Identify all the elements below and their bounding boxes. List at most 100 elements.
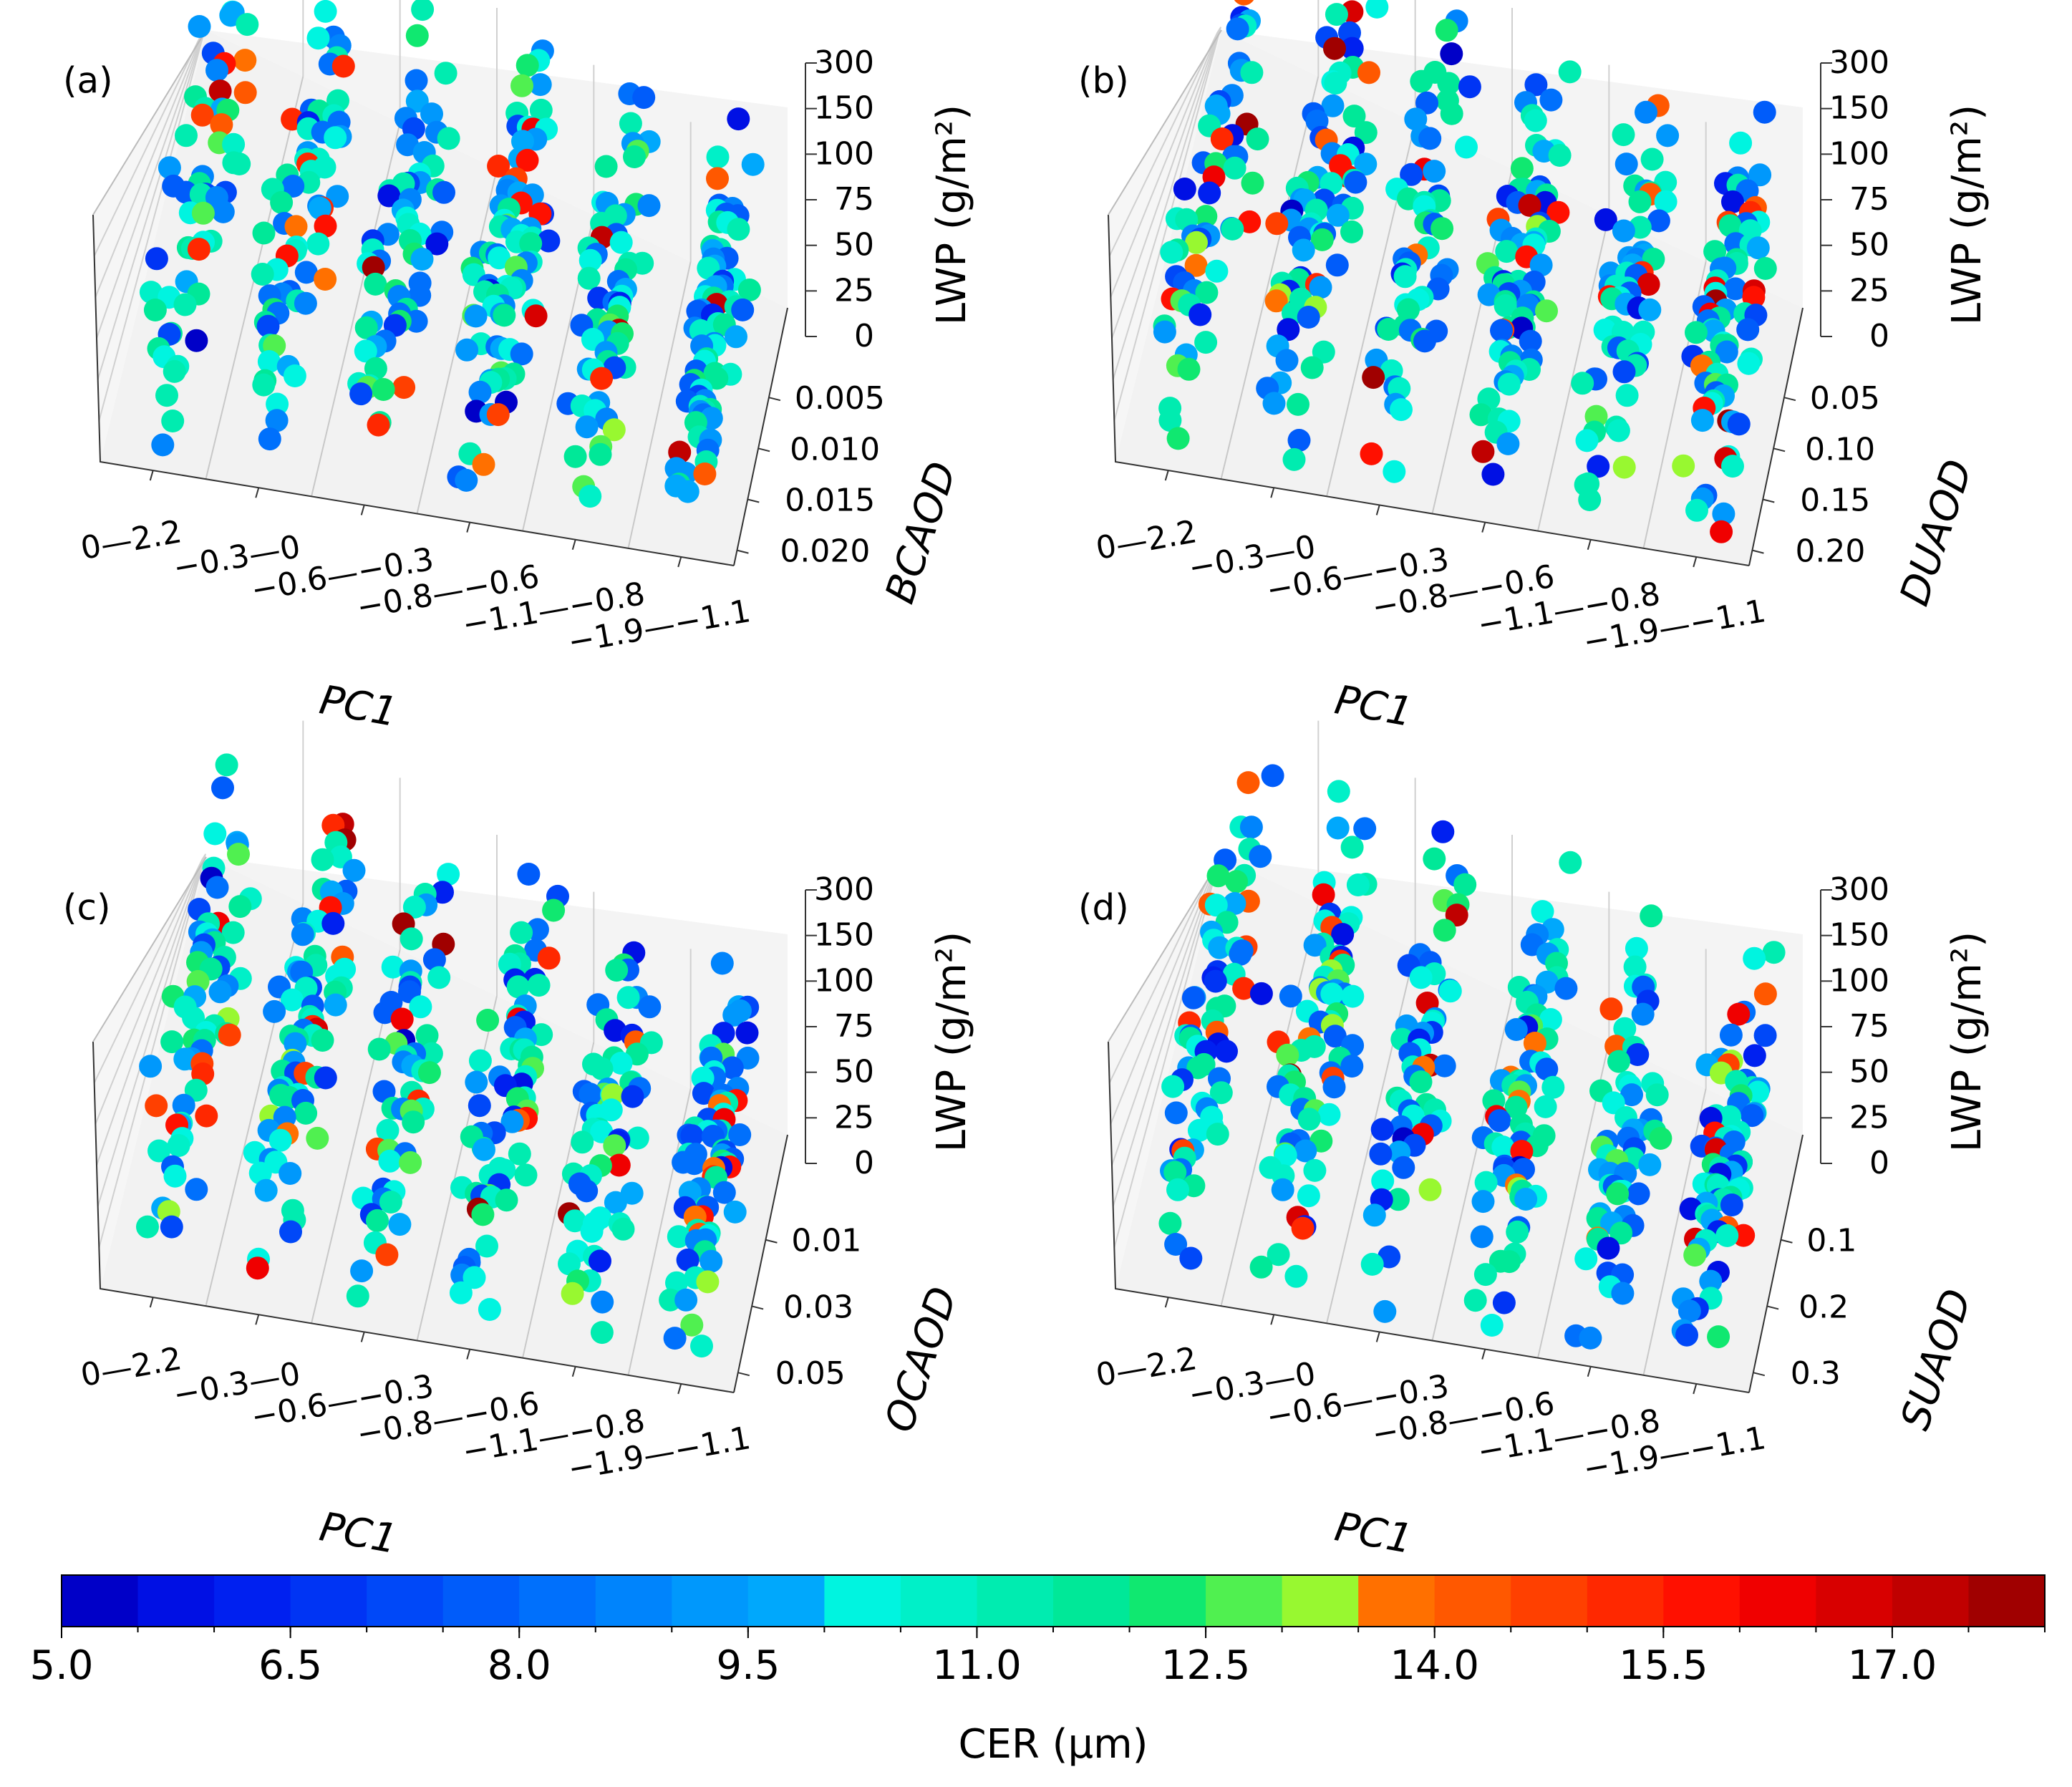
- z-tick-label: 25: [834, 272, 874, 309]
- scatter-point: [1383, 460, 1406, 483]
- scatter-point: [1715, 340, 1738, 364]
- colorbar-swatch: [747, 1575, 826, 1627]
- scatter-point: [591, 1290, 614, 1314]
- y-tick-mark: [747, 498, 760, 503]
- scatter-point: [1491, 1135, 1515, 1159]
- scatter-point: [291, 923, 314, 946]
- scatter-point: [364, 272, 387, 296]
- x-tick-mark: [360, 1332, 365, 1342]
- scatter-point: [1721, 455, 1744, 478]
- scatter-point: [1354, 152, 1378, 176]
- scatter-point: [1271, 1178, 1294, 1201]
- scatter-point: [161, 410, 185, 432]
- scatter-point: [1277, 318, 1300, 342]
- scatter-point: [1753, 982, 1777, 1006]
- scatter-point: [1607, 419, 1630, 442]
- scatter-point: [279, 1162, 302, 1185]
- scatter-point: [1480, 1314, 1504, 1337]
- colorbar-tick-label: 9.5: [716, 1642, 780, 1689]
- floor-grid-line: [1431, 995, 1513, 1341]
- scatter-point: [392, 376, 416, 399]
- scatter-point: [1607, 1050, 1630, 1073]
- scatter-point: [1297, 1108, 1321, 1131]
- colorbar-swatch: [1282, 1575, 1359, 1627]
- x-axis-line: [92, 214, 735, 566]
- z-tick-label: 75: [834, 1008, 874, 1045]
- scatter-point: [1297, 306, 1320, 329]
- scatter-point: [619, 112, 642, 135]
- z-tick-label: 50: [1849, 1054, 1889, 1090]
- y-axis-line: [1748, 307, 1804, 566]
- scatter-point: [349, 382, 373, 406]
- z-tick-label: 150: [814, 90, 874, 127]
- panel-d: (d)0—2.2−0.3—0−0.6—−0.3−0.8—−0.6−1.1—−0.…: [1078, 720, 1990, 1563]
- scatter-point: [710, 951, 734, 975]
- scatter-point: [602, 418, 626, 442]
- z-tick-label: 0: [854, 318, 874, 354]
- colorbar-tick-label: 17.0: [1848, 1642, 1937, 1689]
- scatter-point: [306, 232, 330, 256]
- x-axis-line: [1108, 214, 1750, 566]
- scatter-point: [1675, 1323, 1698, 1347]
- x-tick-mark: [255, 1314, 260, 1325]
- y-tick-label: 0.10: [1805, 431, 1875, 468]
- scatter-point: [1741, 1104, 1764, 1128]
- colorbar-swatch: [900, 1575, 978, 1627]
- scatter-point: [682, 1152, 706, 1176]
- x-tick-mark: [677, 1383, 682, 1395]
- scatter-point: [676, 480, 699, 503]
- scatter-point: [258, 427, 281, 451]
- scatter-point: [603, 1134, 626, 1158]
- x-tick-mark: [571, 539, 576, 551]
- scatter-point: [1656, 124, 1680, 147]
- scatter-point: [471, 1203, 495, 1226]
- scatter-point: [1205, 259, 1229, 283]
- x-tick-mark: [1481, 1349, 1486, 1360]
- scatter-point: [725, 325, 747, 349]
- scatter-point: [1369, 1142, 1393, 1166]
- scatter-point: [1284, 1264, 1308, 1288]
- colorbar-tick-label: 6.5: [258, 1642, 322, 1689]
- scatter-point: [417, 1061, 441, 1085]
- scatter-point: [735, 1021, 759, 1045]
- scatter-point: [1325, 253, 1349, 277]
- scatter-point: [1324, 72, 1347, 95]
- z-axis-label: LWP (g/m²): [929, 931, 975, 1152]
- scatter-point: [1229, 942, 1252, 966]
- panel-label: (b): [1078, 60, 1129, 102]
- scatter-point: [1510, 157, 1534, 180]
- scatter-point: [1612, 455, 1636, 479]
- scatter-point: [1309, 276, 1332, 299]
- scatter-point: [575, 1179, 599, 1203]
- colorbar-tick-label: 12.5: [1161, 1642, 1251, 1689]
- scatter-point: [722, 1003, 746, 1027]
- scatter-point: [266, 392, 289, 416]
- scatter-point: [1312, 340, 1335, 364]
- scatter-point: [1685, 498, 1708, 522]
- wall-grid-line: [93, 858, 203, 1083]
- scatter-point: [1524, 73, 1548, 97]
- scatter-point: [1323, 1025, 1347, 1048]
- colorbar-swatch: [519, 1575, 596, 1627]
- z-tick-label: 150: [1829, 90, 1889, 127]
- z-tick-label: 0: [1869, 318, 1889, 354]
- scatter-point: [1206, 1123, 1229, 1146]
- scatter-point: [306, 26, 330, 50]
- y-tick-mark: [737, 549, 749, 554]
- colorbar-tick-label: 5.0: [29, 1642, 93, 1689]
- scatter-point: [563, 445, 587, 468]
- scatter-point: [1613, 1017, 1637, 1040]
- wall-grid-line: [97, 28, 205, 380]
- scatter-point: [372, 378, 395, 401]
- scatter-point: [1437, 72, 1461, 95]
- scatter-point: [1370, 1118, 1394, 1141]
- scatter-point: [1189, 303, 1212, 326]
- scatter-point: [1645, 1083, 1669, 1107]
- z-tick-label: 100: [814, 135, 874, 172]
- scatter-point: [1340, 1055, 1364, 1078]
- scatter-point: [500, 1110, 524, 1133]
- scatter-point: [486, 403, 510, 427]
- scatter-point: [1160, 241, 1183, 264]
- scatter-point: [1209, 1081, 1233, 1105]
- x-tick-label: 0—2.2: [78, 1340, 185, 1394]
